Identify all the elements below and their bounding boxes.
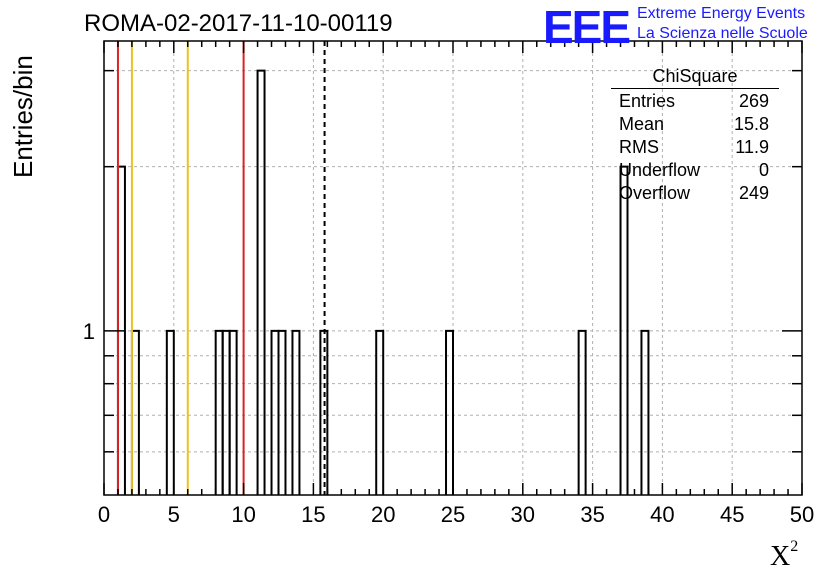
x-axis-label-text: X xyxy=(770,541,791,572)
histogram-bin xyxy=(277,329,287,495)
stats-box: ChiSquare Entries 269 Mean 15.8 RMS 11.9 Un… xyxy=(611,66,779,205)
histogram-bin xyxy=(577,329,587,495)
stats-label: Overflow xyxy=(619,183,691,203)
x-tick-label: 25 xyxy=(441,502,465,527)
marker-lines xyxy=(116,41,326,495)
x-tick-label: 15 xyxy=(301,502,325,527)
stats-row-underflow: Underflow 0 xyxy=(611,159,779,182)
histogram-bin xyxy=(375,329,385,495)
eee-logo: EEE xyxy=(543,1,631,53)
x-tick-label: 20 xyxy=(371,502,395,527)
x-tick-label: 5 xyxy=(168,502,180,527)
x-tick-label: 50 xyxy=(790,502,814,527)
logo-line-1: Extreme Energy Events xyxy=(637,5,806,22)
y-tick-label: 1 xyxy=(83,319,95,344)
chart-title: ROMA-02-2017-11-10-00119 xyxy=(84,10,393,37)
x-tick-label: 0 xyxy=(98,502,110,527)
stats-value: 249 xyxy=(738,183,769,203)
y-axis-label: Entries/bin xyxy=(8,55,38,178)
x-tick-label: 30 xyxy=(511,502,535,527)
histogram-bin xyxy=(165,329,175,495)
x-tick-label: 35 xyxy=(580,502,604,527)
stats-label: RMS xyxy=(619,137,659,157)
logo-line-2: La Scienza nelle Scuole xyxy=(637,25,808,42)
x-tick-label: 10 xyxy=(231,502,255,527)
histogram-bin xyxy=(619,165,629,495)
histogram-bars xyxy=(116,69,650,495)
histogram-bin xyxy=(228,329,238,495)
histogram-bin xyxy=(445,329,454,495)
stats-row-rms: RMS 11.9 xyxy=(611,136,779,159)
stats-label: Underflow xyxy=(619,160,701,180)
stats-value: 15.8 xyxy=(733,114,769,134)
stats-label: Entries xyxy=(619,91,676,111)
stats-value: 269 xyxy=(738,91,769,111)
stats-row-overflow: Overflow 249 xyxy=(611,182,779,205)
x-axis-label-sup: 2 xyxy=(790,538,799,555)
x-tick-label: 40 xyxy=(650,502,674,527)
histogram-bin xyxy=(291,329,301,495)
stats-row-mean: Mean 15.8 xyxy=(611,113,779,136)
histogram-bin xyxy=(640,329,650,495)
x-tick-label: 45 xyxy=(720,502,744,527)
axis-ticks xyxy=(103,41,803,495)
x-axis-label: X2 xyxy=(770,538,798,573)
axis-tick-labels: 0 5 10 15 20 25 30 35 40 45 50 1 xyxy=(83,319,814,527)
stats-value: 0 xyxy=(758,160,769,180)
stats-title: ChiSquare xyxy=(611,66,779,89)
stats-row-entries: Entries 269 xyxy=(611,90,779,113)
stats-label: Mean xyxy=(619,114,665,134)
stats-value: 11.9 xyxy=(735,137,769,157)
logo-text: Extreme Energy Events La Scienza nelle S… xyxy=(637,4,808,44)
histogram-bin xyxy=(256,69,266,495)
